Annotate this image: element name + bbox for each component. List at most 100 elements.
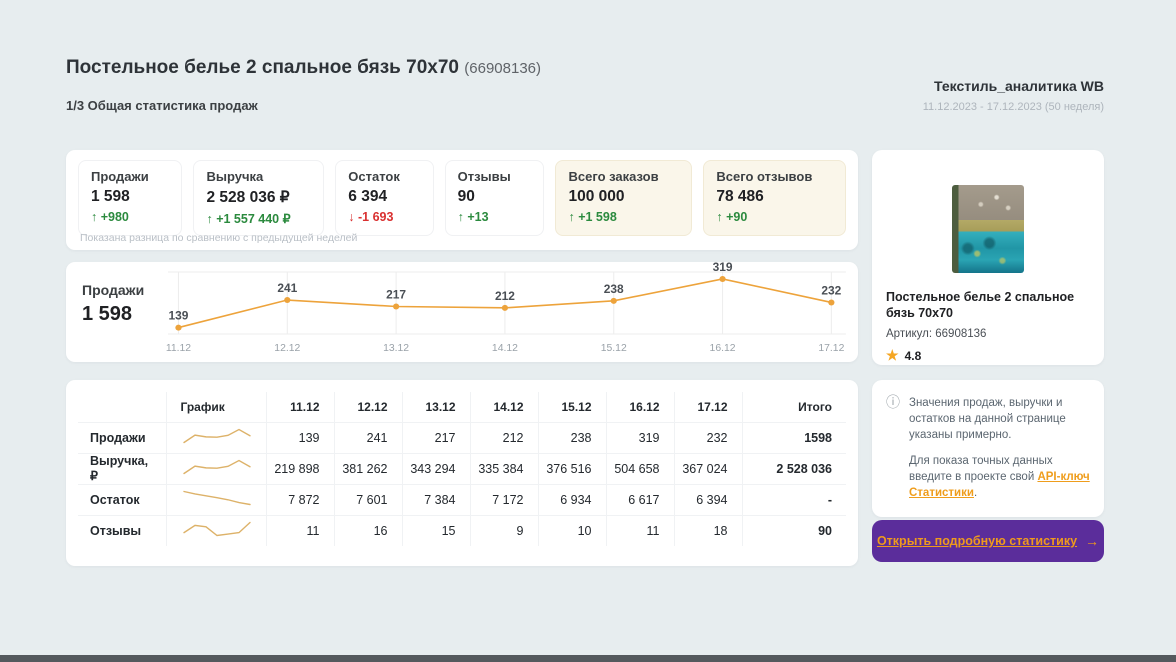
api-key-link[interactable]: API-ключ Статистики bbox=[909, 471, 1090, 500]
chart-x-label: 17.12 bbox=[818, 343, 844, 354]
chart-total-value: 1 598 bbox=[82, 303, 133, 325]
table-value-cell: 241 bbox=[333, 421, 403, 454]
chart-point-label: 241 bbox=[277, 282, 297, 295]
table-row: Продажи 139 241 217 212 238 319 232 1598 bbox=[77, 421, 847, 454]
row-label: Отзывы bbox=[77, 514, 167, 547]
table-value-cell: 376 516 bbox=[537, 452, 607, 485]
cta-label: Открыть подробную статистику bbox=[876, 534, 1078, 548]
stat-card: Всего заказов 100 000 ↑ +1 598 bbox=[555, 160, 693, 236]
row-spark-cell bbox=[165, 483, 267, 516]
stat-card: Отзывы 90 ↑ +13 bbox=[444, 160, 545, 236]
brand-title: Текстиль_аналитика WB bbox=[934, 78, 1104, 94]
table-header-cell: 11.12 bbox=[265, 391, 335, 423]
brand-block: Текстиль_аналитика WB 11.12.2023 - 17.12… bbox=[923, 78, 1104, 113]
arrow-right-icon: → bbox=[1085, 533, 1100, 549]
row-spark-cell bbox=[165, 514, 267, 547]
chart-x-label: 12.12 bbox=[274, 343, 300, 354]
table-header-cell bbox=[77, 391, 167, 423]
table-value-cell: 217 bbox=[401, 421, 471, 454]
table-row: Выручка, ₽ 219 898 381 262 343 294 335 384 37… bbox=[77, 452, 847, 485]
chart-x-label: 15.12 bbox=[601, 343, 627, 354]
chart-info: Продажи 1 598 bbox=[66, 262, 166, 362]
stat-card-value: 78 486 bbox=[716, 188, 764, 205]
stat-card-value: 6 394 bbox=[348, 188, 388, 205]
stat-card-label: Продажи bbox=[91, 169, 149, 184]
chart-x-label: 11.12 bbox=[166, 343, 191, 354]
stat-card-label: Отзывы bbox=[457, 169, 511, 184]
table-value-cell: 238 bbox=[537, 421, 607, 454]
table-header-cell: 14.12 bbox=[469, 391, 539, 423]
chart-point-label: 217 bbox=[386, 289, 406, 302]
table-value-cell: 6 394 bbox=[673, 483, 743, 516]
table-header-cell: Итого bbox=[741, 391, 847, 423]
stat-card: Остаток 6 394 ↓ -1 693 bbox=[335, 160, 434, 236]
chart-point-label: 238 bbox=[604, 283, 624, 296]
product-name: Постельное белье 2 спальное бязь 70x70 bbox=[886, 290, 1075, 320]
stat-card-delta: ↑ +980 bbox=[91, 210, 129, 224]
table-value-cell: 16 bbox=[333, 514, 403, 547]
product-card: Постельное белье 2 спальное бязь 70x70 А… bbox=[872, 150, 1104, 365]
row-label: Выручка, ₽ bbox=[77, 452, 167, 485]
window-bottom-edge bbox=[0, 655, 1176, 662]
chart-point-label: 319 bbox=[713, 262, 733, 274]
table-value-cell: 18 bbox=[673, 514, 743, 547]
chart-point-label: 212 bbox=[495, 290, 515, 303]
info-panel: ⓘ Значения продаж, выручки и остатков на… bbox=[872, 380, 1104, 517]
stat-cards-row: Продажи 1 598 ↑ +980 Выручка 2 528 036 ₽ ↑ +1… bbox=[66, 150, 858, 236]
row-sparkline bbox=[182, 522, 251, 537]
table-value-cell: 7 872 bbox=[265, 483, 335, 516]
table-value-cell: 367 024 bbox=[673, 452, 743, 485]
stat-card-delta: ↓ -1 693 bbox=[348, 210, 394, 224]
chart-point-label: 232 bbox=[821, 285, 841, 298]
table-value-cell: 381 262 bbox=[333, 452, 403, 485]
row-label: Остаток bbox=[77, 483, 167, 516]
product-image[interactable] bbox=[952, 185, 1024, 273]
report-period: 11.12.2023 - 17.12.2023 (50 неделя) bbox=[922, 101, 1104, 113]
row-total-cell: - bbox=[741, 483, 847, 516]
row-total-cell: 90 bbox=[741, 514, 847, 547]
page-title: Постельное белье 2 спальное бязь 70x70 (… bbox=[66, 57, 541, 79]
table-value-cell: 212 bbox=[469, 421, 539, 454]
row-total-cell: 1598 bbox=[741, 421, 847, 454]
stat-card-delta: ↑ +1 557 440 ₽ bbox=[206, 212, 291, 226]
rating-value: 4.8 bbox=[904, 348, 922, 363]
stat-card-value: 90 bbox=[457, 188, 475, 205]
info-paragraph-1: Значения продаж, выручки и остатков на д… bbox=[909, 397, 1066, 442]
row-sparkline bbox=[182, 459, 251, 475]
table-header-cell: 13.12 bbox=[401, 391, 471, 423]
row-sparkline bbox=[182, 428, 251, 444]
stat-card-label: Выручка bbox=[206, 169, 264, 184]
table-value-cell: 319 bbox=[605, 421, 675, 454]
table-value-cell: 6 934 bbox=[537, 483, 607, 516]
stat-card-delta: ↑ +1 598 bbox=[568, 210, 617, 224]
info-paragraph-2-suffix: . bbox=[973, 487, 978, 500]
table-value-cell: 11 bbox=[605, 514, 675, 547]
table-value-cell: 7 601 bbox=[333, 483, 403, 516]
open-detailed-stats-button[interactable]: Открыть подробную статистику → bbox=[872, 520, 1104, 562]
stat-card-label: Всего отзывов bbox=[716, 169, 813, 184]
star-icon: ★ bbox=[886, 347, 899, 364]
row-spark-cell bbox=[165, 452, 267, 485]
table-value-cell: 335 384 bbox=[469, 452, 539, 485]
row-total-cell: 2 528 036 bbox=[741, 452, 847, 485]
sales-line-chart: 139 241 217 212 238 319 232 11.12 12.12 13.12 14.1… bbox=[166, 262, 846, 354]
info-paragraph-2: Для показа точных данных введите в проек… bbox=[909, 453, 1090, 501]
stat-card-delta: ↑ +13 bbox=[457, 210, 489, 224]
table-value-cell: 232 bbox=[673, 421, 743, 454]
sales-chart-panel: Продажи 1 598 139 241 217 212 238 319 232 11.12… bbox=[66, 262, 858, 362]
info-text: Значения продаж, выручки и остатков на д… bbox=[909, 395, 1090, 502]
chart-x-label: 14.12 bbox=[492, 343, 518, 354]
table-value-cell: 504 658 bbox=[605, 452, 675, 485]
row-label: Продажи bbox=[77, 421, 167, 454]
stat-card-delta: ↑ +90 bbox=[716, 210, 748, 224]
stat-card-value: 2 528 036 ₽ bbox=[206, 189, 290, 206]
info-paragraph-2-text: Для показа точных данных введите в проек… bbox=[909, 455, 1053, 484]
table-header-cell: 17.12 bbox=[673, 391, 743, 423]
stat-card: Продажи 1 598 ↑ +980 bbox=[78, 160, 183, 236]
chart-title: Продажи bbox=[82, 282, 145, 298]
info-icon: ⓘ bbox=[886, 394, 900, 410]
table-value-cell: 7 172 bbox=[469, 483, 539, 516]
table-value-cell: 9 bbox=[469, 514, 539, 547]
stats-panel: Продажи 1 598 ↑ +980 Выручка 2 528 036 ₽ ↑ +1… bbox=[66, 150, 858, 250]
table-value-cell: 7 384 bbox=[401, 483, 471, 516]
